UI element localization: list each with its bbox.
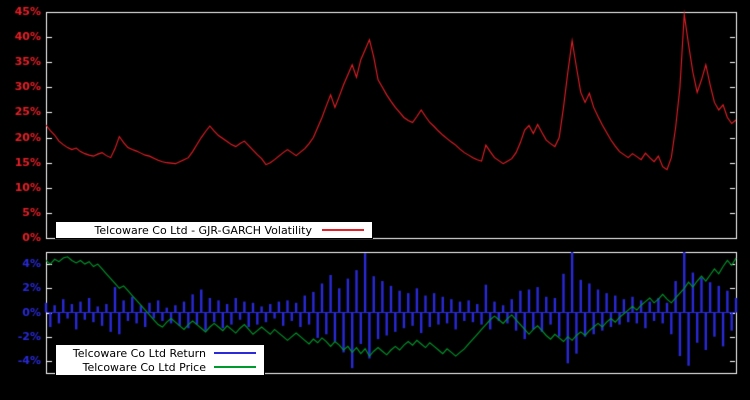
price-legend-row: Telcoware Co Ltd Price bbox=[64, 361, 256, 373]
return-price-legend: Telcoware Co Ltd Return Telcoware Co Ltd… bbox=[55, 344, 265, 376]
volatility-legend: Telcoware Co Ltd - GJR-GARCH Volatility bbox=[55, 221, 373, 239]
price-line-sample bbox=[214, 366, 256, 368]
price-legend-label: Telcoware Co Ltd Price bbox=[82, 360, 206, 374]
return-line-sample bbox=[214, 352, 256, 354]
return-legend-label: Telcoware Co Ltd Return bbox=[72, 346, 206, 360]
volatility-line-sample bbox=[322, 229, 364, 231]
return-legend-row: Telcoware Co Ltd Return bbox=[64, 347, 256, 359]
volatility-legend-label: Telcoware Co Ltd - GJR-GARCH Volatility bbox=[94, 223, 312, 237]
